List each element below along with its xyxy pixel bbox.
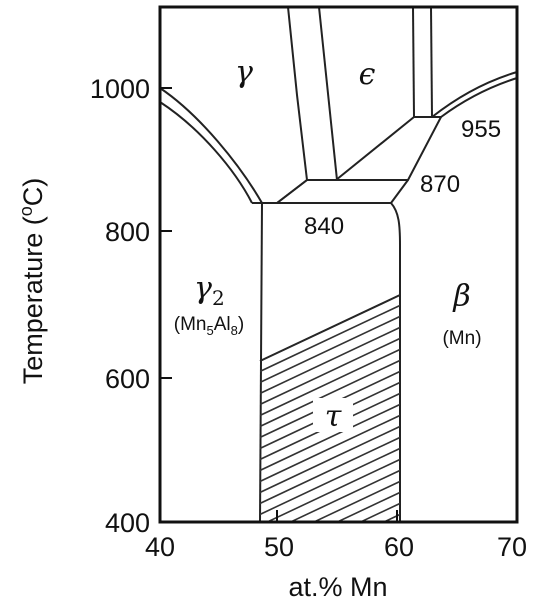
hatch-line (260, 438, 400, 522)
y-axis-label: Temperature (oC) (16, 178, 48, 385)
hatch-line (260, 328, 400, 415)
boundary-epsilon-strip-right (430, 6, 433, 118)
temp-label-840: 840 (304, 213, 344, 240)
y-axis-label-main: Temperature ( (18, 216, 48, 384)
phase-label-epsilon: ϵ (359, 57, 376, 92)
plot-frame (158, 5, 519, 524)
x-tick-label-70: 70 (497, 532, 527, 562)
x-tick-labels: 40 50 60 70 (145, 532, 527, 562)
boundary-840-left (252, 179, 308, 204)
y-tick-label-1000: 1000 (90, 74, 150, 104)
hatch-line (260, 427, 400, 514)
formula-part-mn: (Mn (174, 314, 207, 335)
boundary-epsilon-strip-left (412, 6, 415, 118)
hatch-line (260, 416, 400, 503)
y-tick-labels: 1000 800 600 400 (90, 74, 150, 538)
x-axis-label: at.% Mn (288, 572, 387, 602)
formula-close: ) (238, 314, 244, 335)
hatch-line (260, 295, 400, 360)
phase-label-tau: τ (325, 399, 342, 434)
y-tick-label-600: 600 (105, 364, 150, 394)
ticks (160, 87, 398, 523)
phase-formula-mn: (Mn) (442, 328, 481, 349)
hatch-line (260, 295, 400, 316)
hatch-line (260, 504, 400, 522)
gamma2-main: γ (194, 271, 212, 306)
boundary-gamma-left-upper (159, 87, 263, 204)
hatch-line (260, 295, 400, 338)
phase-label-beta: β (452, 279, 470, 314)
hatch-line (260, 295, 400, 349)
hatch-line (260, 339, 400, 426)
formula-sub-5: 5 (207, 323, 214, 338)
temp-label-955: 955 (461, 116, 501, 143)
formula-sub-8: 8 (231, 323, 238, 338)
hatch-line (260, 295, 400, 382)
formula-part-al: Al (214, 314, 231, 335)
x-tick-label-50: 50 (264, 532, 294, 562)
boundary-gamma-epsilon-1 (276, 6, 308, 204)
hatch-line (260, 295, 400, 327)
boundary-epsilon-strip-bottom (335, 116, 415, 181)
boundary-gamma-epsilon-2 (318, 6, 338, 181)
tau-label-mask (313, 398, 353, 432)
boundary-gamma-left-lower (159, 101, 253, 204)
x-tick-label-60: 60 (384, 532, 414, 562)
hatch-line (260, 471, 400, 522)
hatch-line (260, 350, 400, 437)
y-axis-label-degree: o (16, 206, 36, 216)
hatch-line (260, 317, 400, 404)
phase-label-gamma: γ (235, 55, 253, 90)
phase-formula-mn5al8: (Mn5Al8) (174, 314, 244, 338)
gamma2-subscript: 2 (212, 286, 225, 310)
hatch-line (260, 493, 400, 522)
hatch-line (260, 460, 400, 522)
y-tick-label-400: 400 (105, 508, 150, 538)
hatch-line (260, 306, 400, 393)
temp-label-870: 870 (420, 171, 460, 198)
boundary-tau-left (259, 202, 263, 523)
hatch-line (260, 482, 400, 522)
y-tick-label-800: 800 (105, 217, 150, 247)
hatch-line (260, 394, 400, 481)
x-tick-label-40: 40 (145, 532, 175, 562)
boundary-840-line (262, 179, 409, 204)
y-axis-label-unit: C) (18, 178, 48, 207)
boundary-right-upper-curve (431, 71, 518, 118)
phase-boundaries (159, 6, 518, 523)
boundary-tau-right (390, 202, 401, 522)
phase-label-gamma2: γ2 (194, 271, 225, 310)
boundary-right-lower-curve (414, 77, 518, 118)
hatch-line (260, 405, 400, 492)
